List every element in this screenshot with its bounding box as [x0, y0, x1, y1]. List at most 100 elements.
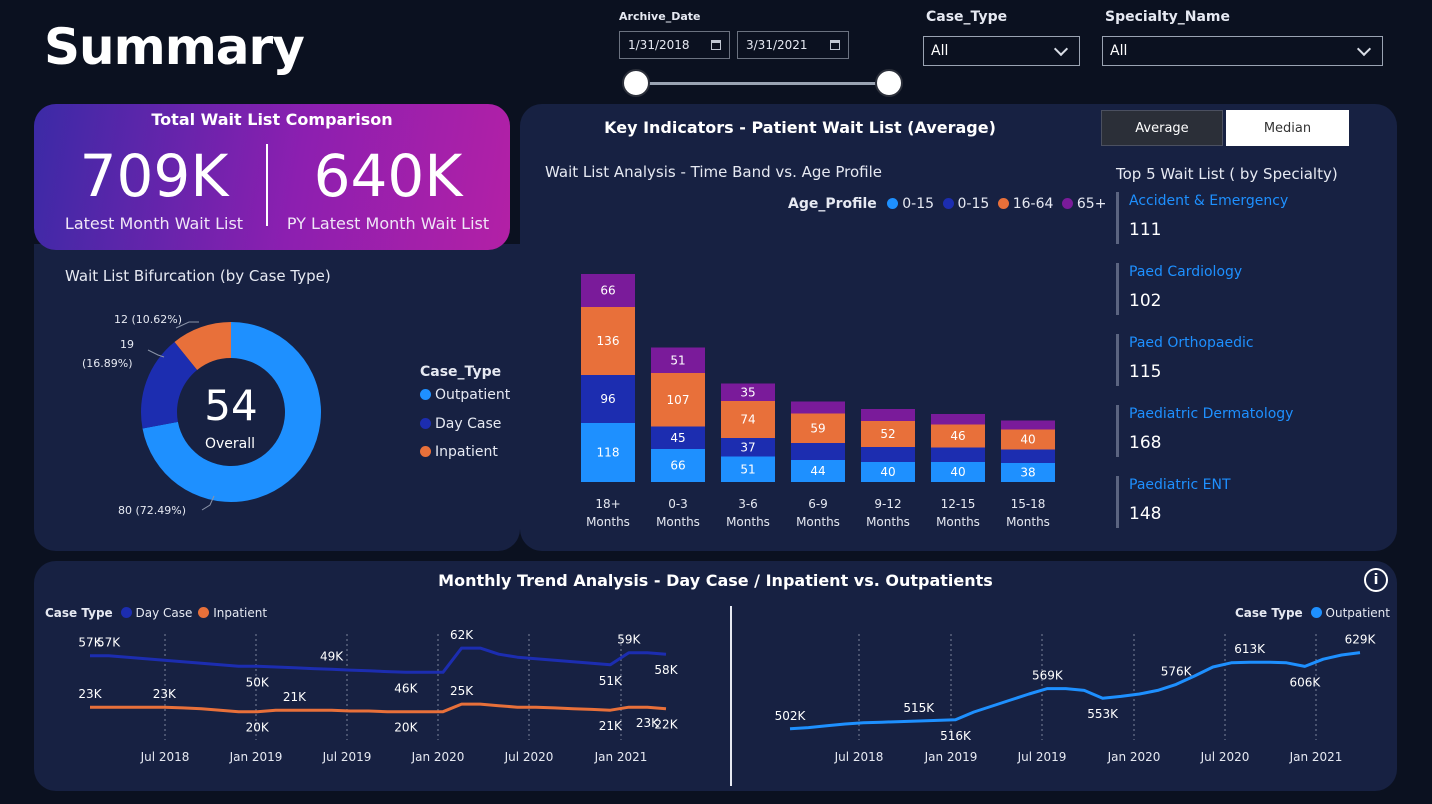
donut-legend-daycase[interactable]: Day Case [420, 416, 501, 432]
case-type-dropdown[interactable]: All [923, 36, 1080, 66]
bar-segment[interactable] [931, 462, 985, 482]
donut-slice-inpatient[interactable] [174, 322, 231, 370]
bar-segment[interactable] [581, 307, 635, 375]
legend-dot [997, 198, 1009, 209]
donut-slice-outpatient[interactable] [142, 322, 321, 502]
line-data-label: 25K [450, 684, 474, 698]
bar-segment[interactable] [581, 423, 635, 482]
bar-segment[interactable] [721, 456, 775, 483]
date-end-input[interactable]: 3/31/2021 [737, 31, 849, 59]
bar-segment[interactable] [1001, 449, 1055, 464]
donut-slice-day-case[interactable] [141, 341, 198, 429]
line-data-label: 21K [283, 690, 307, 704]
bar-segment[interactable] [861, 462, 915, 482]
x-tick-label: Jul 2020 [504, 750, 554, 764]
bar-segment[interactable] [861, 421, 915, 447]
calendar-icon[interactable] [830, 40, 840, 50]
line-data-label: 23K [153, 687, 177, 701]
trend-divider [730, 606, 732, 786]
bar-segment[interactable] [931, 424, 985, 448]
legend-label: Outpatient [1325, 606, 1390, 620]
kpi-py-label: PY Latest Month Wait List [286, 214, 490, 233]
bar-segment[interactable] [581, 274, 635, 307]
x-tick-label: Jul 2020 [1200, 750, 1250, 764]
legend-item[interactable]: Inpatient [198, 606, 267, 620]
trend-panel [34, 561, 1397, 791]
trend-left-marks: Jul 2018 Jan 2019 Jul 2019 Jan 2020 Jul 2020… [78, 630, 678, 764]
donut-center-value: 54 [204, 381, 257, 430]
bar-segment[interactable] [651, 373, 705, 427]
bar-segment[interactable] [651, 426, 705, 450]
series-line-outpatient[interactable] [789, 651, 1361, 731]
donut-legend-outpatient[interactable]: Outpatient [420, 387, 510, 403]
bar-segment[interactable] [931, 414, 985, 425]
bar-segment[interactable] [791, 460, 845, 482]
bar-segment[interactable] [1001, 429, 1055, 450]
trend-right-legend-title: Case Type [1235, 606, 1303, 620]
line-data-label: 629K [1345, 633, 1377, 647]
date-start-input[interactable]: 1/31/2018 [619, 31, 730, 59]
x-tick-label: Jul 2018 [834, 750, 884, 764]
stacked-legend-item[interactable]: 0-15 [942, 196, 989, 212]
stacked-legend-item[interactable]: 65+ [1061, 196, 1107, 212]
top5-item[interactable]: Paediatric Dermatology 168 [1116, 405, 1376, 465]
bar-segment[interactable] [1001, 463, 1055, 482]
date-slider-end-handle[interactable] [875, 69, 903, 97]
top5-item[interactable]: Paed Cardiology 102 [1116, 263, 1376, 323]
bar-segment[interactable] [721, 401, 775, 438]
callout-line [201, 495, 215, 511]
bar-data-label: 136 [597, 334, 620, 348]
bar-segment[interactable] [791, 401, 845, 414]
date-slider-start-handle[interactable] [622, 69, 650, 97]
top5-item-bar [1116, 334, 1119, 386]
bar-segment[interactable] [721, 383, 775, 402]
info-icon[interactable]: i [1364, 568, 1388, 592]
x-tick-label: Months [586, 515, 630, 529]
top5-item[interactable]: Paediatric ENT 148 [1116, 476, 1376, 536]
donut-title: Wait List Bifurcation (by Case Type) [65, 267, 331, 285]
bar-segment[interactable] [581, 375, 635, 423]
calendar-icon[interactable] [711, 40, 721, 50]
line-data-label: 576K [1161, 664, 1193, 678]
date-slider-track[interactable] [636, 82, 889, 85]
bar-segment[interactable] [721, 438, 775, 457]
toggle-average-button[interactable]: Average [1101, 110, 1223, 146]
stacked-legend-item[interactable]: 16-64 [997, 196, 1053, 212]
legend-item[interactable]: Day Case [120, 606, 192, 620]
top5-item[interactable]: Paed Orthopaedic 115 [1116, 334, 1376, 394]
top5-item-name: Accident & Emergency [1129, 193, 1289, 209]
stacked-legend-item[interactable]: 0-15 [887, 196, 934, 212]
trend-left-legend: Case Type Day Case Inpatient [45, 606, 267, 620]
bar-segment[interactable] [861, 447, 915, 462]
bar-segment[interactable] [791, 443, 845, 460]
stacked-bars: 118 96 136 66 18+ Months 66 45 107 51 0-3 Months 51 3… [581, 274, 1055, 529]
specialty-dropdown[interactable]: All [1102, 36, 1383, 66]
trend-left-chart: Jul 2018 Jan 2019 Jul 2019 Jan 2020 Jul 2020… [78, 630, 678, 764]
legend-label: 0-15 [902, 196, 935, 212]
bar-segment[interactable] [1001, 420, 1055, 430]
x-tick-label: Months [796, 515, 840, 529]
bar-segment[interactable] [861, 409, 915, 421]
archive-date-label: Archive_Date [619, 10, 701, 23]
series-line-day-case[interactable] [90, 646, 667, 674]
series-line-inpatient[interactable] [90, 702, 667, 714]
donut-panel-top [34, 244, 520, 284]
legend-label: 65+ [1076, 196, 1107, 212]
line-data-label: 23K [78, 687, 102, 701]
toggle-median-button[interactable]: Median [1226, 110, 1349, 146]
bar-segment[interactable] [791, 413, 845, 444]
donut-legend-inpatient[interactable]: Inpatient [420, 444, 498, 460]
top5-item[interactable]: Accident & Emergency 111 [1116, 192, 1376, 252]
legend-dot [1061, 198, 1073, 209]
line-data-label: 50K [246, 675, 270, 689]
x-tick-label: 18+ [595, 497, 620, 511]
legend-item[interactable]: Outpatient [1310, 606, 1390, 620]
legend-label: Inpatient [435, 444, 498, 460]
bar-data-label: 51 [740, 462, 755, 476]
line-data-label: 569K [1032, 669, 1064, 683]
date-end-value: 3/31/2021 [746, 38, 808, 52]
bar-data-label: 96 [600, 392, 615, 406]
bar-segment[interactable] [931, 447, 985, 463]
bar-segment[interactable] [651, 347, 705, 374]
bar-segment[interactable] [651, 449, 705, 482]
